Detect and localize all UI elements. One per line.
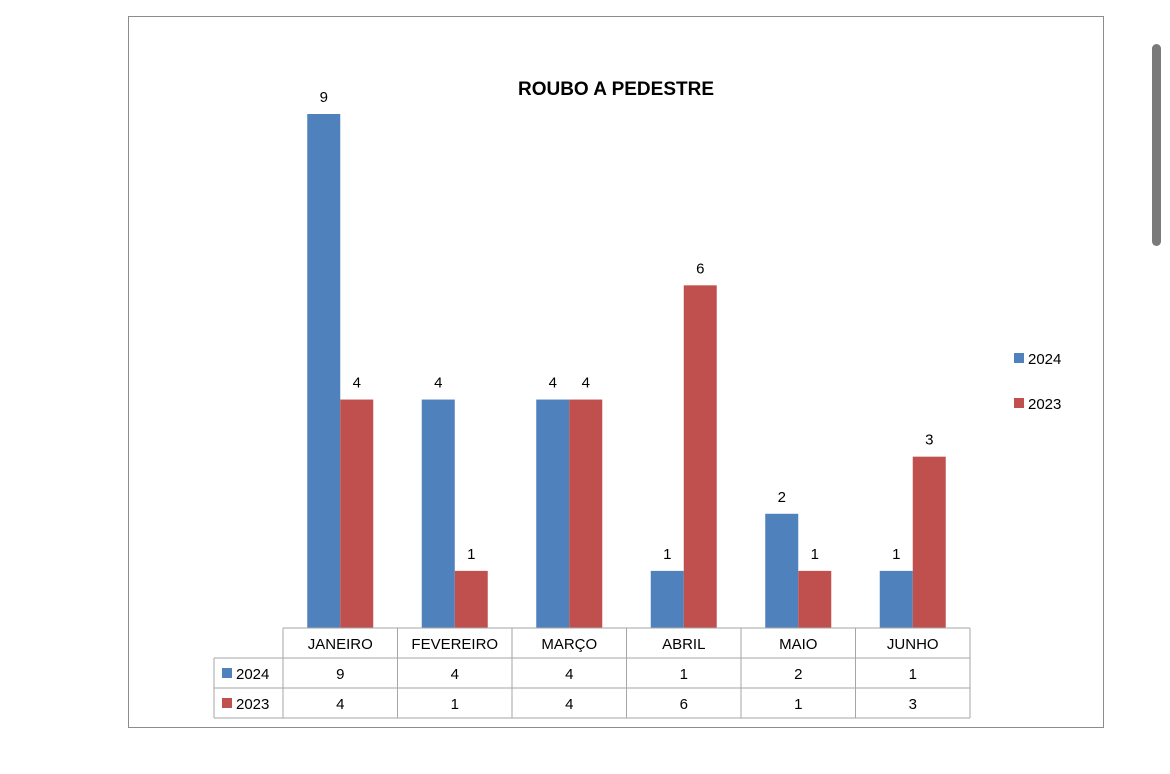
bar-2023-1 — [454, 570, 488, 628]
data-label-2024-2: 4 — [549, 375, 557, 392]
legend-key-2024 — [1014, 353, 1024, 363]
legend-key-2023 — [1014, 398, 1024, 408]
table-cell-2024-4: 2 — [794, 666, 802, 683]
legend-label-2023: 2023 — [1028, 396, 1061, 413]
bar-2024-0 — [307, 114, 341, 628]
x-tick-label-4: MAIO — [779, 636, 817, 653]
table-cell-2024-0: 9 — [336, 666, 344, 683]
data-label-2023-0: 4 — [353, 375, 361, 392]
table-cell-2024-3: 1 — [680, 666, 688, 683]
table-cell-2023-1: 1 — [451, 696, 459, 713]
bar-2023-2 — [569, 399, 603, 628]
data-label-2023-3: 6 — [696, 260, 704, 277]
data-label-2023-4: 1 — [811, 546, 819, 563]
x-tick-label-5: JUNHO — [887, 636, 939, 653]
bar-2024-1 — [421, 399, 455, 628]
table-cell-2023-0: 4 — [336, 696, 344, 713]
x-tick-label-0: JANEIRO — [308, 636, 373, 653]
table-cell-2024-1: 4 — [451, 666, 459, 683]
table-cell-2023-3: 6 — [680, 696, 688, 713]
legend-label-2024: 2024 — [1028, 351, 1061, 368]
vertical-scrollbar[interactable] — [1152, 44, 1161, 246]
bar-2024-4 — [765, 513, 799, 628]
data-label-2024-5: 1 — [892, 546, 900, 563]
table-cell-2023-2: 4 — [565, 696, 573, 713]
table-cell-2023-5: 3 — [909, 696, 917, 713]
bar-2024-5 — [879, 570, 913, 628]
data-label-2023-2: 4 — [582, 375, 590, 392]
table-series-name-2024: 2024 — [236, 666, 269, 683]
table-cell-2023-4: 1 — [794, 696, 802, 713]
table-legend-key-2023 — [222, 698, 232, 708]
table-cell-2024-5: 1 — [909, 666, 917, 683]
table-cell-2024-2: 4 — [565, 666, 573, 683]
bar-2024-2 — [536, 399, 570, 628]
data-label-2023-1: 1 — [467, 546, 475, 563]
bar-2023-3 — [683, 285, 717, 628]
x-tick-label-3: ABRIL — [662, 636, 705, 653]
data-label-2023-5: 3 — [925, 432, 933, 449]
x-tick-label-1: FEVEREIRO — [411, 636, 498, 653]
data-label-2024-4: 2 — [778, 489, 786, 506]
bar-2023-5 — [912, 456, 946, 628]
x-tick-label-2: MARÇO — [541, 636, 597, 653]
data-label-2024-1: 4 — [434, 375, 442, 392]
table-legend-key-2024 — [222, 668, 232, 678]
bar-2023-4 — [798, 570, 832, 628]
chart-title: ROUBO A PEDESTRE — [517, 79, 714, 100]
bar-2023-0 — [340, 399, 374, 628]
chart-frame: ROUBO A PEDESTRE — [128, 16, 1104, 728]
data-label-2024-0: 9 — [320, 89, 328, 106]
data-label-2024-3: 1 — [663, 546, 671, 563]
bar-2024-3 — [650, 570, 684, 628]
table-series-name-2023: 2023 — [236, 696, 269, 713]
